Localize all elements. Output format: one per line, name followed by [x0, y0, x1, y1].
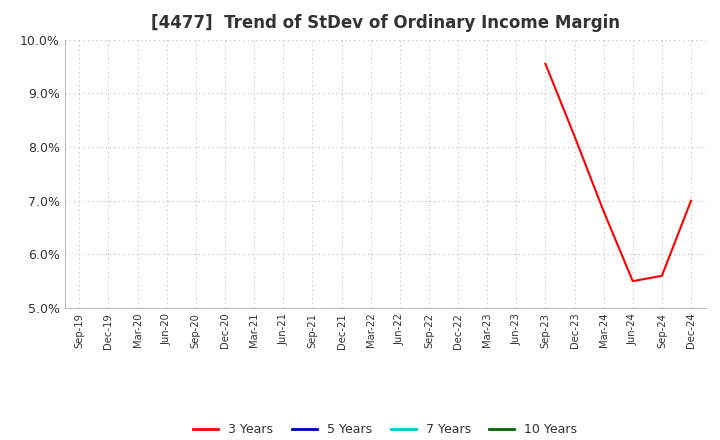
Legend: 3 Years, 5 Years, 7 Years, 10 Years: 3 Years, 5 Years, 7 Years, 10 Years [188, 418, 582, 440]
Title: [4477]  Trend of StDev of Ordinary Income Margin: [4477] Trend of StDev of Ordinary Income… [150, 15, 620, 33]
